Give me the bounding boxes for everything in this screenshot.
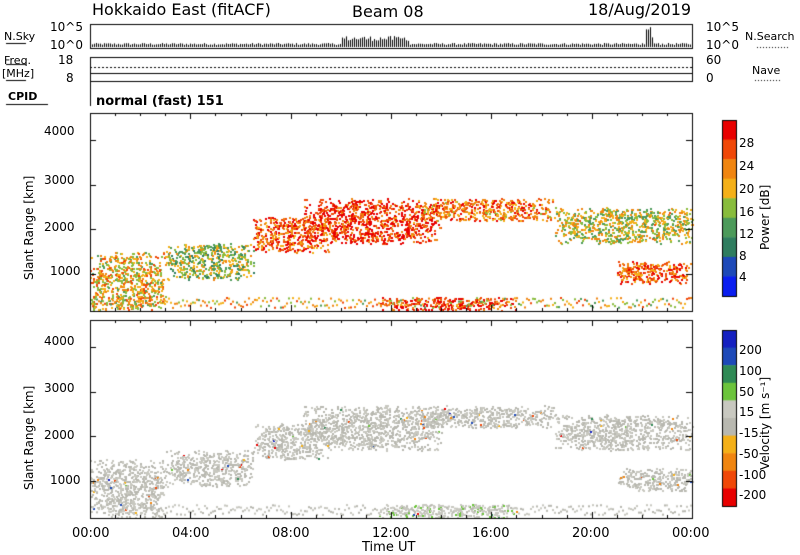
x-tick-0800: 08:00: [272, 526, 310, 541]
power-cb-tick-24: 24: [739, 159, 755, 173]
power-y-tick-4000: 4000: [44, 124, 75, 138]
freq-unit-label: [MHz]: [2, 67, 35, 80]
x-tick-2000: 20:00: [572, 526, 610, 541]
power-cb-tick-12: 12: [739, 227, 755, 241]
velocity-cb-tick-neg200: -200: [739, 488, 767, 502]
nsearch-label: N.Search: [745, 30, 795, 43]
x-tick-1600: 16:00: [472, 526, 510, 541]
nsky-tick-bottom: 10^0: [50, 38, 83, 52]
power-y-tick-1000: 1000: [50, 264, 81, 278]
nave-tick-bottom: 0: [706, 71, 714, 85]
power-colorbar-label: Power [dB]: [758, 184, 772, 250]
x-tick-0400: 04:00: [172, 526, 210, 541]
cpid-label: CPID: [8, 90, 38, 103]
velocity-cb-tick-50: 50: [739, 385, 755, 399]
velocity-y-tick-1000: 1000: [50, 473, 81, 487]
x-tick-1200: 12:00: [372, 526, 410, 541]
power-y-tick-2000: 2000: [44, 220, 75, 234]
velocity-cb-tick-neg15: -15: [739, 426, 759, 440]
velocity-y-tick-4000: 4000: [44, 334, 75, 348]
power-cb-tick-16: 16: [739, 205, 755, 219]
x-tick-2400: 00:00: [672, 526, 710, 541]
freq-label: Freq.: [4, 54, 32, 67]
nsky-label: N.Sky: [4, 30, 36, 43]
power-cb-tick-4: 4: [739, 270, 747, 284]
velocity-y-tick-3000: 3000: [44, 381, 75, 395]
freq-tick-top: 18: [58, 53, 74, 67]
nave-tick-top: 60: [706, 53, 722, 67]
velocity-cb-tick-neg50: -50: [739, 447, 759, 461]
x-tick-0000: 00:00: [72, 526, 110, 541]
nsearch-tick-top: 10^5: [706, 20, 739, 34]
velocity-y-axis-label: Slant Range [km]: [22, 385, 36, 490]
freq-tick-bottom: 8: [66, 71, 74, 85]
nave-label: Nave: [752, 64, 781, 77]
velocity-cb-tick-200: 200: [739, 343, 762, 357]
velocity-y-tick-2000: 2000: [44, 428, 75, 442]
velocity-cb-tick-15: 15: [739, 405, 755, 419]
x-axis-label: Time UT: [362, 540, 416, 555]
plot-title: Hokkaido East (fitACF): [92, 0, 271, 19]
nsearch-tick-bottom: 10^0: [706, 38, 739, 52]
power-y-tick-3000: 3000: [44, 173, 75, 187]
velocity-colorbar-label: Velocity [m s⁻¹]: [758, 376, 772, 470]
power-cb-tick-8: 8: [739, 249, 747, 263]
nsky-tick-top: 10^5: [50, 20, 83, 34]
cpid-value: normal (fast) 151: [96, 94, 224, 109]
velocity-cb-tick-100: 100: [739, 364, 762, 378]
power-cb-tick-28: 28: [739, 136, 755, 150]
power-cb-tick-20: 20: [739, 182, 755, 196]
power-y-axis-label: Slant Range [km]: [22, 175, 36, 280]
date-label: 18/Aug/2019: [588, 0, 692, 19]
beam-label: Beam 08: [352, 2, 424, 21]
velocity-cb-tick-neg100: -100: [739, 468, 767, 482]
